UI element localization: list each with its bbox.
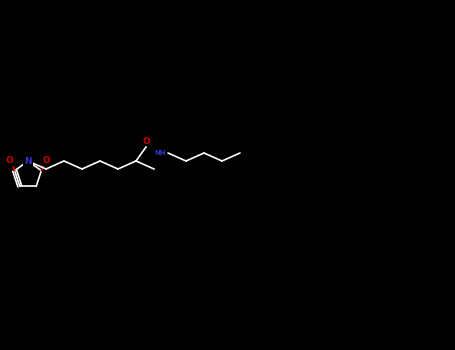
Text: O: O: [142, 136, 150, 146]
Text: NH: NH: [154, 150, 166, 156]
Text: N: N: [24, 156, 32, 166]
Text: O: O: [6, 156, 14, 165]
Text: O: O: [42, 156, 50, 165]
